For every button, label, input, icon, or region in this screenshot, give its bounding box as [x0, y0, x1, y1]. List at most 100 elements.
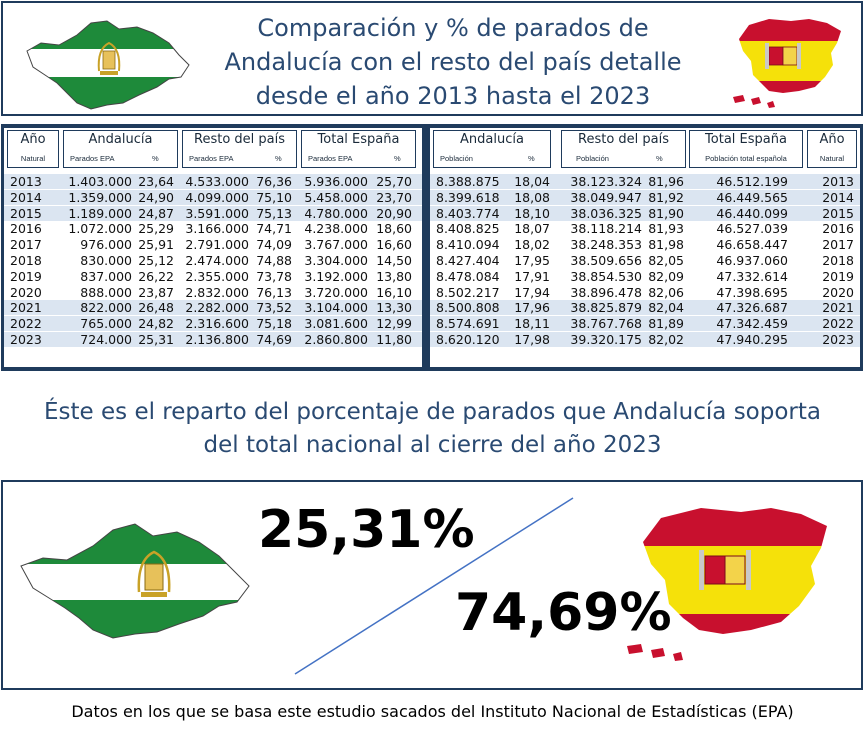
table-cell-total-pct: 23,70: [376, 189, 412, 205]
header-total-title: Total España: [317, 132, 400, 147]
table-cell-resto-pob: 38.767.768: [570, 316, 642, 332]
table-cell-total-parados: 4.780.000: [304, 205, 368, 221]
table-cell-and-parados: 837.000: [80, 268, 132, 284]
table-cell-resto-parados: 4.533.000: [185, 174, 249, 189]
table-cell-resto-pct: 74,69: [256, 332, 292, 347]
table-cell-and-pct: 24,82: [138, 316, 174, 332]
table-cell-resto-pob: 38.896.478: [570, 284, 642, 300]
table-cell-year: 2018: [10, 253, 42, 268]
table-row: 8.388.875 18,04 38.123.324 81,96 46.512.199 2…: [430, 174, 860, 189]
header-andalucia: Andalucía Parados EPA %: [63, 130, 178, 168]
table-cell-year: 2015: [822, 205, 854, 221]
table-row: 2017 976.000 25,91 2.791.000 74,09 3.767.000 1…: [4, 237, 422, 252]
table-cell-total-parados: 5.458.000: [304, 189, 368, 205]
table-cell-and-pob-pct: 18,11: [514, 316, 550, 332]
table-cell-resto-parados: 2.282.000: [185, 300, 249, 316]
table-cell-and-pob-pct: 18,02: [514, 237, 550, 253]
table-cell-year: 2019: [10, 268, 42, 284]
header-resto-sub2: %: [275, 154, 282, 163]
header-resto: Resto del país Parados EPA %: [182, 130, 297, 168]
table-cell-total-pct: 18,60: [376, 221, 412, 237]
table-cell-resto-pob: 38.036.325: [570, 205, 642, 221]
header-total-sub2: %: [394, 154, 401, 163]
table-cell-and-pct: 25,31: [138, 332, 174, 347]
table-cell-and-pob: 8.410.094: [436, 237, 500, 253]
table-cell-total-pob: 47.342.459: [716, 316, 788, 332]
header-total-pob: Total España Población total española: [689, 130, 803, 168]
table-cell-total-parados: 3.081.600: [304, 316, 368, 332]
table-row: 8.574.691 18,11 38.767.768 81,89 47.342.459 2…: [430, 316, 860, 332]
table-cell-total-pob: 46.440.099: [716, 205, 788, 221]
subtitle-line: Éste es el reparto del porcentaje de par…: [44, 399, 821, 425]
table-cell-year: 2022: [822, 316, 854, 332]
header-resto-pob-sub1: Población: [576, 154, 609, 163]
header-year-right: Año Natural: [807, 130, 857, 168]
spain-flag-map-icon: [733, 19, 841, 108]
table-cell-total-pob: 46.937.060: [716, 253, 788, 268]
table-cell-year: 2017: [822, 237, 854, 253]
header-resto-title: Resto del país: [194, 132, 285, 147]
table-cell-and-pct: 25,12: [138, 253, 174, 268]
table-cell-resto-pob-pct: 81,92: [648, 189, 684, 205]
table-row: 8.403.774 18,10 38.036.325 81,90 46.440.099 2…: [430, 205, 860, 221]
table-cell-total-parados: 3.720.000: [304, 284, 368, 300]
table-cell-resto-pob-pct: 82,05: [648, 253, 684, 268]
table-row: 8.478.084 17,91 38.854.530 82,09 47.332.614 2…: [430, 269, 860, 284]
table-cell-total-pct: 25,70: [376, 174, 412, 189]
table-cell-resto-pob: 39.320.175: [570, 332, 642, 347]
table-cell-year: 2013: [822, 174, 854, 189]
table-cell-resto-pct: 75,10: [256, 189, 292, 205]
table-row: 2019 837.000 26,22 2.355.000 73,78 3.192.000 1…: [4, 269, 422, 284]
table-cell-total-pct: 16,10: [376, 284, 412, 300]
table-cell-resto-pct: 74,09: [256, 237, 292, 253]
table-cell-and-parados: 1.403.000: [68, 174, 132, 189]
table-cell-and-pct: 23,87: [138, 284, 174, 300]
table-cell-and-pob-pct: 17,94: [514, 284, 550, 300]
table-cell-and-parados: 830.000: [80, 253, 132, 268]
header-andalucia-sub1: Parados EPA: [70, 154, 115, 163]
table-cell-and-pob-pct: 18,04: [514, 174, 550, 189]
table-cell-and-pob: 8.403.774: [436, 205, 500, 221]
table-cell-and-pct: 24,87: [138, 205, 174, 221]
table-cell-year: 2020: [822, 284, 854, 300]
spain-flag-map-icon: [627, 508, 827, 661]
table-cell-total-pob: 46.658.447: [716, 237, 788, 253]
table-cell-resto-pob-pct: 81,90: [648, 205, 684, 221]
table-cell-and-pct: 25,29: [138, 221, 174, 237]
table-cell-year: 2018: [822, 253, 854, 268]
table-cell-resto-pob: 38.123.324: [570, 174, 642, 189]
header-andalucia-title: Andalucía: [88, 132, 153, 147]
table-cell-year: 2013: [10, 174, 42, 189]
title-line: Andalucía con el resto del país detalle: [224, 48, 682, 76]
table-cell-total-pct: 13,30: [376, 300, 412, 316]
header-andalucia-pob-sub1: Población: [440, 154, 473, 163]
table-cell-year: 2016: [10, 221, 42, 237]
header-andalucia-pob: Andalucía Población %: [433, 130, 551, 168]
rest-percentage: 74,69%: [455, 583, 672, 643]
table-cell-and-pob: 8.427.404: [436, 253, 500, 268]
table-cell-total-pob: 46.527.039: [716, 221, 788, 237]
header-resto-pob-sub2: %: [656, 154, 663, 163]
subtitle-line: del total nacional al cierre del año 202…: [203, 432, 662, 458]
divider-line: [294, 497, 574, 675]
andalucia-percentage: 25,31%: [258, 500, 475, 560]
table-row: 2021 822.000 26,48 2.282.000 73,52 3.104.000 1…: [4, 300, 422, 316]
table-row: 2023 724.000 25,31 2.136.800 74,69 2.860.800 1…: [4, 332, 422, 347]
title-line: Comparación y % de parados de: [257, 14, 649, 42]
table-cell-resto-pct: 73,52: [256, 300, 292, 316]
header-resto-sub1: Parados EPA: [189, 154, 234, 163]
table-cell-year: 2019: [822, 268, 854, 284]
table-cell-and-pob-pct: 18,10: [514, 205, 550, 221]
header-year-sub: Natural: [20, 154, 46, 163]
table-cell-resto-parados: 4.099.000: [185, 189, 249, 205]
table-cell-total-pob: 47.326.687: [716, 300, 788, 316]
table-cell-resto-pct: 74,71: [256, 221, 292, 237]
table-cell-year: 2014: [822, 189, 854, 205]
table-cell-total-pob: 46.512.199: [716, 174, 788, 189]
table-cell-total-pct: 13,80: [376, 268, 412, 284]
header-resto-pob-title: Resto del país: [578, 132, 669, 147]
table-row: 2018 830.000 25,12 2.474.000 74,88 3.304.000 1…: [4, 253, 422, 268]
table-cell-and-pob-pct: 17,96: [514, 300, 550, 316]
table-cell-resto-pob-pct: 82,06: [648, 284, 684, 300]
table-row: 8.399.618 18,08 38.049.947 81,92 46.449.565 2…: [430, 189, 860, 205]
